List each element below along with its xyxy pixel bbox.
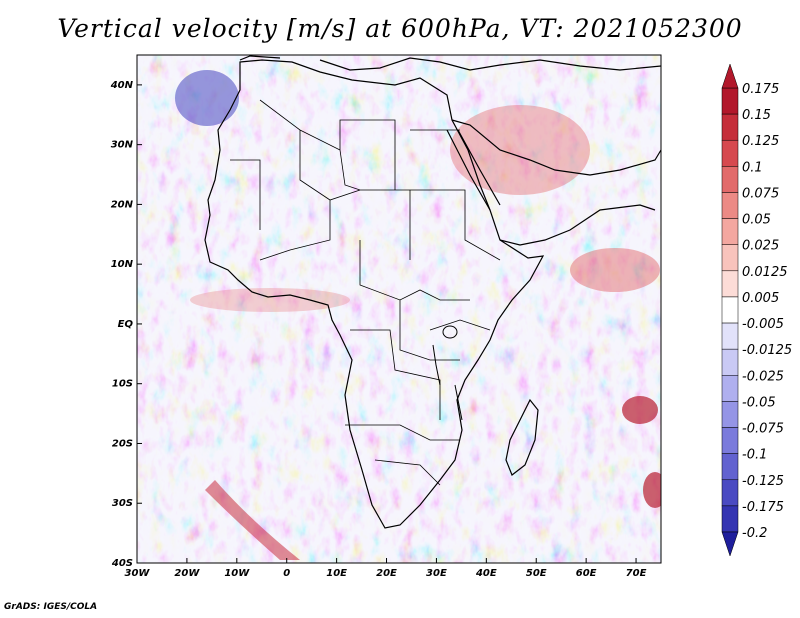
field-features <box>175 70 661 560</box>
colorbar-bottom-arrow <box>721 531 739 557</box>
colorbar-swatch <box>721 348 739 376</box>
map-plot-area <box>137 55 661 563</box>
y-tick-label: 30N <box>111 140 134 151</box>
lake-malawi <box>454 384 463 421</box>
x-tick-label: 60E <box>576 568 597 579</box>
country-borders <box>230 99 501 486</box>
feature-band-indian <box>570 248 660 292</box>
colorbar-swatch <box>721 375 739 402</box>
y-tick-label: EQ <box>118 319 134 330</box>
colorbar-swatch <box>721 505 739 533</box>
y-tick-label: 30S <box>112 498 133 509</box>
colorbar-label: 0.125 <box>742 134 779 149</box>
colorbar-label: 0.05 <box>742 213 771 228</box>
colorbar-swatch <box>721 427 739 454</box>
map-frame <box>136 54 662 564</box>
colorbar-label: -0.075 <box>742 422 784 437</box>
colorbar-swatch <box>721 401 739 428</box>
feature-low-atlantic <box>175 70 239 126</box>
colorbar-label: -0.175 <box>742 500 784 515</box>
chart-title: Vertical velocity [m/s] at 600hPa, VT: 2… <box>57 14 743 43</box>
coastlines <box>204 55 661 529</box>
x-tick-label: 20W <box>174 568 200 579</box>
y-tick-label: 20N <box>111 199 134 210</box>
x-tick-label: 20E <box>376 568 397 579</box>
lakes <box>432 325 463 421</box>
colorbar-label: -0.2 <box>742 526 767 541</box>
y-tick-label: 20S <box>112 438 133 449</box>
colorbar-swatch <box>721 139 739 167</box>
colorbar-label: -0.05 <box>742 395 776 410</box>
colorbar-label: -0.005 <box>742 317 784 332</box>
x-axis: 30W 20W 10W 0 10E 20E 30E 40E 50E 60E 70E <box>125 558 647 579</box>
x-tick-label: 40E <box>475 568 497 579</box>
x-tick-label: 70E <box>626 568 647 579</box>
x-tick-label: 50E <box>526 568 547 579</box>
lake-tanganyika <box>432 344 441 386</box>
x-tick-label: 10E <box>326 568 347 579</box>
y-tick-label: 40S <box>111 558 133 569</box>
border-lines <box>230 99 501 486</box>
colorbar-swatch <box>721 166 739 193</box>
colorbar-swatch <box>721 270 739 298</box>
colorbar-label: -0.125 <box>742 474 784 489</box>
colorbar-swatch <box>721 453 739 481</box>
colorbar-swatch <box>721 192 739 219</box>
colorbar: 0.175 0.15 0.125 0.1 0.075 0.05 0.025 0.0125 0.0… <box>721 63 792 557</box>
colorbar-swatch <box>721 218 739 245</box>
y-tick-label: 10N <box>111 259 134 270</box>
colorbar-label: 0.15 <box>742 108 771 123</box>
colorbar-swatch <box>721 322 739 350</box>
y-tick-label: 40N <box>110 80 134 91</box>
colorbar-swatch <box>721 296 739 324</box>
madagascar-coastline <box>505 398 539 476</box>
colorbar-label: 0.075 <box>742 186 779 201</box>
feature-eq-atlantic <box>190 288 350 312</box>
colorbar-label: 0.1 <box>742 160 763 175</box>
colorbar-label: 0.175 <box>742 82 779 97</box>
feature-southeast-red <box>643 472 661 508</box>
x-tick-label: 10W <box>224 568 250 579</box>
lake-victoria <box>442 325 458 339</box>
feature-band-arabia <box>450 105 590 195</box>
colorbar-label: 0.0125 <box>742 265 788 280</box>
colorbar-swatch <box>721 113 739 141</box>
colorbar-label: 0.005 <box>742 291 779 306</box>
vertical-velocity-field <box>137 55 661 563</box>
feature-southwest-band <box>205 480 300 560</box>
arabia-coastline <box>451 119 661 246</box>
colorbar-label: 0.025 <box>742 239 779 254</box>
credit-label: GrADS: IGES/COLA <box>4 602 98 612</box>
x-tick-label: 30W <box>125 568 151 579</box>
red-sea-coast <box>446 129 501 211</box>
colorbar-top-arrow <box>721 63 739 89</box>
x-tick-label: 0 <box>283 568 290 579</box>
feature-east-red <box>622 396 658 424</box>
colorbar-swatch <box>721 479 739 507</box>
africa-coastline <box>204 59 545 529</box>
colorbar-label: -0.0125 <box>742 343 792 358</box>
colorbar-swatch <box>721 87 739 115</box>
x-tick-label: 30E <box>426 568 447 579</box>
colorbar-swatch <box>721 244 739 272</box>
y-tick-label: 10S <box>112 379 133 390</box>
colorbar-label: -0.1 <box>742 448 767 463</box>
europe-coastline <box>239 55 661 71</box>
colorbar-label: -0.025 <box>742 369 784 384</box>
y-axis: 40N 30N 20N 10N EQ 10S 20S 30S 40S <box>110 80 142 569</box>
